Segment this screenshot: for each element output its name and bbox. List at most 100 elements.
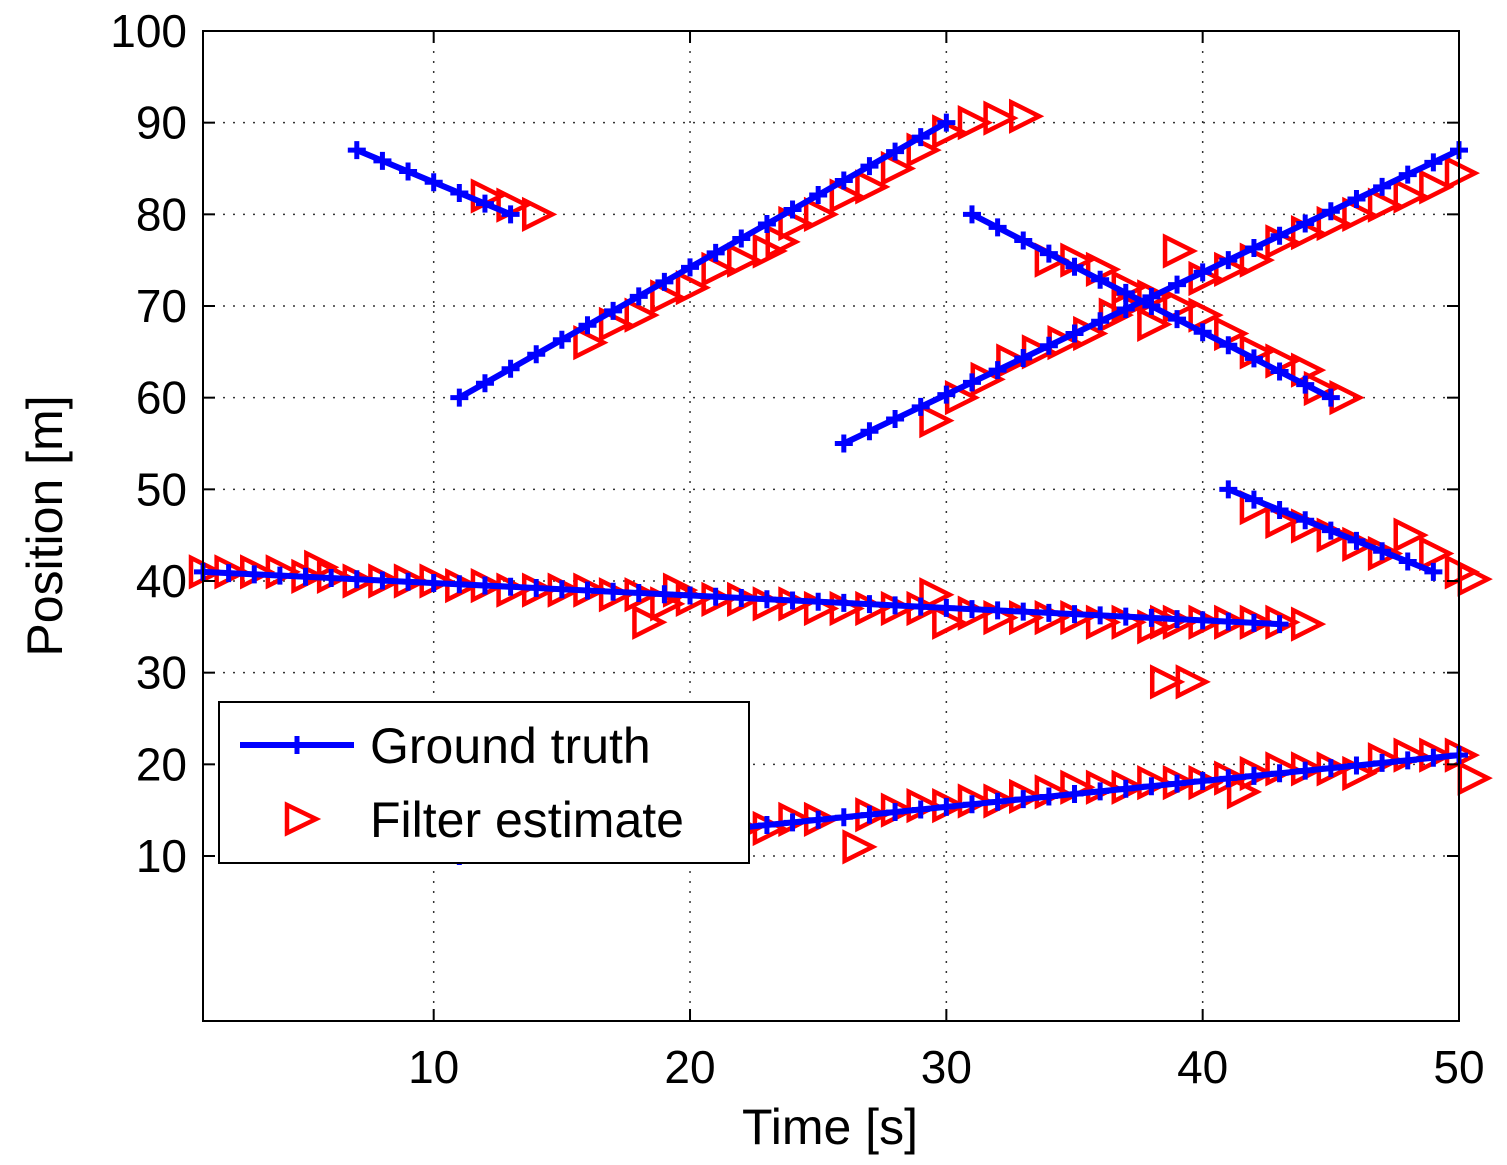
truth-point xyxy=(1296,214,1315,233)
truth-point xyxy=(911,128,930,147)
y-tick-label: 30 xyxy=(136,647,187,699)
estimate-point xyxy=(842,829,878,865)
truth-point xyxy=(1270,764,1289,783)
estimate-point xyxy=(727,242,763,278)
truth-point xyxy=(783,200,802,219)
truth-point xyxy=(501,205,520,224)
truth-point xyxy=(450,388,469,407)
truth-point xyxy=(911,597,930,616)
truth-point xyxy=(450,575,469,594)
truth-point xyxy=(1039,336,1058,355)
estimate-point xyxy=(1008,98,1045,134)
truth-point xyxy=(475,576,494,595)
truth-point xyxy=(629,583,648,602)
truth-point xyxy=(1168,275,1187,294)
truth-point xyxy=(834,808,853,827)
truth-point xyxy=(1244,490,1263,509)
truth-point xyxy=(424,173,443,192)
truth-point xyxy=(937,113,956,132)
x-tick-label: 40 xyxy=(1177,1041,1228,1093)
truth-point xyxy=(1039,244,1058,263)
estimate-point xyxy=(632,604,668,640)
truth-point xyxy=(757,815,776,834)
y-tick-label: 60 xyxy=(136,372,187,424)
truth-point xyxy=(988,361,1007,380)
truth-point xyxy=(834,434,853,453)
truth-point xyxy=(1142,287,1161,306)
truth-point xyxy=(604,301,623,320)
truth-point xyxy=(1116,607,1135,626)
estimate-point xyxy=(1188,297,1224,333)
truth-point xyxy=(1321,388,1340,407)
y-tick-label: 40 xyxy=(136,555,187,607)
y-tick-label: 20 xyxy=(136,738,187,790)
truth-point xyxy=(1321,759,1340,778)
truth-point xyxy=(1142,608,1161,627)
truth-point xyxy=(886,142,905,161)
estimate-point xyxy=(573,325,609,361)
truth-point xyxy=(527,345,546,364)
truth-point xyxy=(886,596,905,615)
estimate-point xyxy=(1175,664,1211,700)
truth-point xyxy=(1193,323,1212,342)
truth-point xyxy=(219,564,238,583)
truth-point xyxy=(1193,772,1212,791)
truth-point xyxy=(1014,231,1033,250)
truth-point xyxy=(527,579,546,598)
truth-point xyxy=(809,810,828,829)
truth-point xyxy=(347,570,366,589)
truth-point xyxy=(1091,606,1110,625)
legend-estimate-marker xyxy=(284,801,322,837)
truth-point xyxy=(860,595,879,614)
truth-point xyxy=(1116,779,1135,798)
truth-point xyxy=(1244,349,1263,368)
y-tick-label: 90 xyxy=(136,97,187,149)
truth-point xyxy=(860,422,879,441)
truth-point xyxy=(834,171,853,190)
estimate-point xyxy=(521,196,558,232)
truth-point xyxy=(604,582,623,601)
truth-point xyxy=(1193,611,1212,630)
truth-point xyxy=(1244,766,1263,785)
truth-point xyxy=(1321,202,1340,221)
truth-point xyxy=(1091,270,1110,289)
estimate-point xyxy=(1162,233,1199,269)
truth-point xyxy=(1244,613,1263,632)
truth-point xyxy=(1398,751,1417,770)
estimate-point xyxy=(624,297,660,333)
truth-point xyxy=(1014,790,1033,809)
truth-point xyxy=(937,797,956,816)
y-axis-label: Position [m] xyxy=(17,395,73,656)
truth-point xyxy=(1014,602,1033,621)
truth-point xyxy=(681,258,700,277)
y-tick-label: 70 xyxy=(136,280,187,332)
truth-point xyxy=(937,598,956,617)
truth-point xyxy=(1219,251,1238,270)
truth-point xyxy=(399,162,418,181)
truth-point xyxy=(578,581,597,600)
estimate-point xyxy=(996,343,1032,379)
y-tick-label: 10 xyxy=(136,830,187,882)
truth-point xyxy=(1116,283,1135,302)
truth-point xyxy=(1296,761,1315,780)
legend: Ground truth Filter estimate xyxy=(218,701,750,864)
truth-point xyxy=(860,805,879,824)
truth-point xyxy=(475,374,494,393)
truth-point xyxy=(988,218,1007,237)
estimate-point xyxy=(855,169,891,205)
truth-point xyxy=(1065,257,1084,276)
truth-point xyxy=(1065,784,1084,803)
truth-point xyxy=(1014,348,1033,367)
truth-point xyxy=(1270,226,1289,245)
truth-point xyxy=(1347,756,1366,775)
truth-point xyxy=(1168,774,1187,793)
truth-point xyxy=(681,586,700,605)
estimate-point xyxy=(1137,306,1173,342)
truth-point xyxy=(1296,375,1315,394)
estimate-point xyxy=(1393,178,1429,214)
truth-point xyxy=(1321,521,1340,540)
plot-frame xyxy=(202,30,1460,1022)
truth-point xyxy=(1039,603,1058,622)
truth-point xyxy=(1219,336,1238,355)
legend-truth-marker xyxy=(288,736,306,754)
